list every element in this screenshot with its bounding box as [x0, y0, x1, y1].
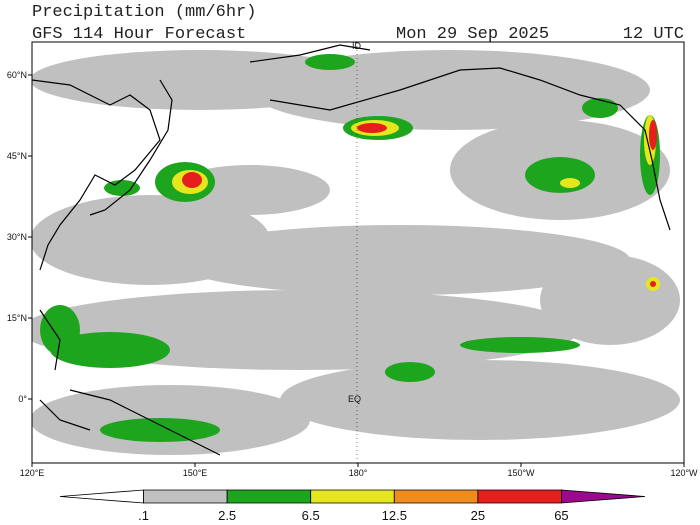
colorbar-label: 65 [554, 508, 568, 523]
lat-label: 15°N [7, 313, 27, 323]
very-heavy-precip [182, 120, 657, 287]
colorbar-swatch [59, 489, 144, 504]
colorbar-label: .1 [138, 508, 149, 523]
colorbar-swatch [310, 489, 395, 504]
map-subtitle: GFS 114 Hour Forecast [32, 25, 246, 44]
lon-label: 180° [349, 468, 368, 478]
map-annotation: ID [352, 41, 362, 51]
forecast-time: 12 UTC [623, 25, 684, 44]
lat-label: 45°N [7, 151, 27, 161]
map-field [32, 42, 684, 463]
colorbar-label: 25 [471, 508, 485, 523]
colorbar-swatch [143, 489, 228, 504]
colorbar-label: 12.5 [382, 508, 407, 523]
coastlines [32, 44, 671, 456]
forecast-date: Mon 29 Sep 2025 [396, 25, 549, 44]
lon-label: 150°E [183, 468, 208, 478]
colorbar-label: 6.5 [302, 508, 320, 523]
colorbar-swatch [393, 489, 479, 504]
lon-label: 120°W [670, 468, 698, 478]
lon-label: 120°E [20, 468, 45, 478]
lat-label: 60°N [7, 70, 27, 80]
map-annotation: EQ [348, 394, 361, 404]
colorbar-swatch [477, 489, 562, 504]
colorbar-label: 2.5 [218, 508, 236, 523]
lon-label: 150°W [507, 468, 535, 478]
map-title: Precipitation (mm/6hr) [32, 3, 256, 22]
colorbar-swatch [226, 489, 312, 504]
lat-label: 0° [18, 394, 27, 404]
colorbar-swatch [561, 489, 646, 504]
lat-label: 30°N [7, 232, 27, 242]
